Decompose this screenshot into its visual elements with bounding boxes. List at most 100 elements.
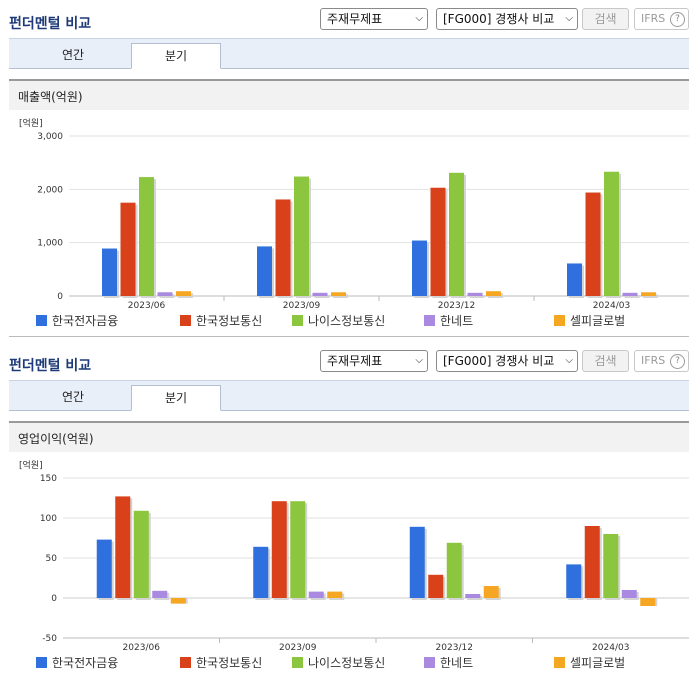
panel-title: 펀더멘털 비교 [9,16,92,32]
bar [102,248,117,296]
chevron-down-icon: ⌵ [565,355,573,366]
bar [120,202,136,296]
bar [483,586,499,598]
legend-item[interactable]: 한국전자금융 [36,655,118,671]
compare-select-value: [FG000] 경쟁사 비교 [443,354,555,368]
legend-label: 셀피글로벌 [570,656,626,670]
y-tick-label: 50 [46,554,58,564]
operating-profit-bar-chart: [억원] -50 0 50 100 150 2023/06 2023/09 2023/12 202… [19,459,689,653]
unit-label: [억원] [19,459,43,471]
tab-quarterly[interactable]: 분기 [131,43,221,69]
legend-item[interactable]: 한국정보통신 [180,313,262,329]
legend-label: 한네트 [440,314,474,328]
statement-select[interactable]: 주재무제표 ⌵ [320,8,428,30]
legend-label: 한국정보통신 [196,656,263,670]
bar [275,199,291,296]
bar [621,590,637,598]
bar [603,534,619,598]
y-tick-label: 150 [40,474,57,484]
bar [640,598,656,606]
bar [585,192,601,296]
legend-item[interactable]: 한네트 [424,313,473,329]
compare-select[interactable]: [FG000] 경쟁사 비교 ⌵ [436,8,578,30]
legend-item[interactable]: 한국정보통신 [180,655,262,671]
bar [271,501,287,598]
chevron-down-icon: ⌵ [415,13,423,24]
x-tick-label: 2023/09 [279,643,317,653]
bar [430,187,446,296]
bar [312,292,328,296]
bar [446,542,462,598]
bar-shadow [333,294,348,298]
y-tick-label: 0 [57,292,63,302]
chart-legend: 한국전자금융 한국정보통신 나이스정보통신 한네트 셀피글로벌 [9,655,689,673]
bar [428,574,444,598]
bar [133,510,149,598]
bar [331,292,346,296]
bar [467,292,483,296]
tab-annual[interactable]: 연간 [61,48,85,62]
bar [604,171,619,296]
bar-shadow [643,294,658,298]
legend-label: 한네트 [440,656,474,670]
legend-item[interactable]: 셀피글로벌 [554,313,625,329]
panel-header: 펀더멘털 비교 주재무제표 ⌵ [FG000] 경쟁사 비교 ⌵ 검색 IFRS… [0,342,696,376]
search-button[interactable]: 검색 [582,8,629,30]
section-bar: 영업이익(억원) [9,421,689,452]
bar [96,539,112,598]
bar-shadow [469,294,485,298]
legend-label: 한국전자금융 [52,314,119,328]
bar-shadow [159,294,175,298]
legend-swatch [36,657,47,668]
legend-item[interactable]: 한국전자금융 [36,313,118,329]
chevron-down-icon: ⌵ [565,13,573,24]
statement-select-value: 주재무제표 [327,12,383,26]
ifrs-label: IFRS [641,354,666,367]
legend-item[interactable]: 나이스정보통신 [292,655,385,671]
y-tick-label: 0 [51,594,57,604]
y-tick-label: 1,000 [37,239,63,249]
chevron-down-icon: ⌵ [415,355,423,366]
bar-shadow [314,294,330,298]
bar [641,292,656,296]
legend-swatch [180,657,191,668]
tab-quarterly[interactable]: 분기 [131,385,221,411]
bar [327,591,343,598]
legend-swatch [36,315,47,326]
ifrs-button[interactable]: IFRS ? [634,8,689,30]
period-tabs: 연간 분기 [9,380,689,411]
unit-label: [억원] [19,117,43,129]
help-icon[interactable]: ? [670,12,685,27]
search-button[interactable]: 검색 [582,350,629,372]
statement-select-value: 주재무제표 [327,354,383,368]
statement-select[interactable]: 주재무제표 ⌵ [320,350,428,372]
bar-shadow [624,294,640,298]
y-tick-label: 100 [40,514,57,524]
legend-swatch [180,315,191,326]
bar [412,240,427,296]
section-bar: 매출액(억원) [9,79,689,110]
x-tick-label: 2024/03 [592,643,629,653]
compare-select[interactable]: [FG000] 경쟁사 비교 ⌵ [436,350,578,372]
legend-swatch [424,315,435,326]
tab-annual[interactable]: 연간 [61,390,85,404]
period-tabs: 연간 분기 [9,38,689,69]
section-title: 매출액(억원) [18,90,83,104]
help-icon[interactable]: ? [670,354,685,369]
legend-item[interactable]: 한네트 [424,655,473,671]
bar [567,263,582,296]
ifrs-button[interactable]: IFRS ? [634,350,689,372]
legend-item[interactable]: 나이스정보통신 [292,313,385,329]
ifrs-label: IFRS [641,12,666,25]
legend-label: 나이스정보통신 [308,314,386,328]
legend-item[interactable]: 셀피글로벌 [554,655,625,671]
x-tick-label: 2023/06 [128,301,166,311]
y-tick-label: -50 [42,634,57,644]
bar [176,291,191,296]
legend-swatch [292,657,303,668]
bar [449,172,464,296]
bar [170,598,186,604]
bar [486,291,501,296]
bar [290,501,306,598]
section-title: 영업이익(억원) [18,432,94,446]
